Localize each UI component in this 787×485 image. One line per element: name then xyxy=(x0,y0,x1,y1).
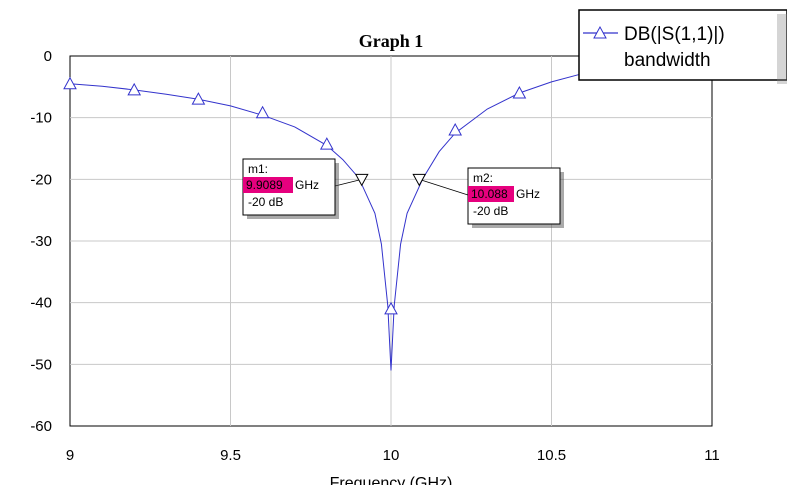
marker-freq-highlight xyxy=(243,177,293,193)
y-tick-label: -40 xyxy=(30,295,52,312)
y-tick-label: 0 xyxy=(44,48,52,65)
marker-value: -20 dB xyxy=(473,204,508,218)
marker-value: -20 dB xyxy=(248,195,283,209)
y-tick-label: -20 xyxy=(30,171,52,188)
y-tick-label: -60 xyxy=(30,418,52,435)
marker-unit: GHz xyxy=(295,178,319,192)
marker-name: m2: xyxy=(473,171,493,185)
legend-entry-bandwidth: bandwidth xyxy=(624,50,711,71)
marker-frequency: 10.088 xyxy=(471,187,508,201)
triangle-marker-icon xyxy=(384,301,398,315)
marker-freq-highlight xyxy=(468,186,514,202)
marker-layer: m1: 9.9089 GHz -20 dB m2: 10.088 GHz -20 dB xyxy=(242,158,564,228)
x-axis: 9 9.5 10 10.5 11 xyxy=(66,447,720,464)
x-tick-label: 9 xyxy=(66,447,74,464)
legend: DB(|S(1,1)|) bandwidth xyxy=(578,9,787,84)
down-triangle-marker-icon xyxy=(412,173,427,187)
legend-shadow xyxy=(777,14,787,84)
triangle-marker-icon xyxy=(127,82,142,96)
x-tick-label: 9.5 xyxy=(220,447,241,464)
triangle-marker-icon xyxy=(319,137,334,150)
marker-name: m1: xyxy=(248,162,268,176)
marker-unit: GHz xyxy=(516,187,540,201)
marker-frequency: 9.9089 xyxy=(246,178,283,192)
down-triangle-marker-icon xyxy=(354,173,369,187)
x-tick-label: 10.5 xyxy=(537,447,566,464)
y-tick-label: -30 xyxy=(30,233,52,250)
marker-leader-line xyxy=(334,178,362,187)
x-tick-label: 10 xyxy=(383,447,400,464)
legend-triangle-icon xyxy=(593,25,607,39)
triangle-marker-icon xyxy=(191,92,206,105)
marker-leader-line xyxy=(419,178,469,196)
triangle-marker-icon xyxy=(512,85,527,99)
x-tick-label: 11 xyxy=(704,447,720,464)
x-axis-label: Frequency (GHz) xyxy=(330,475,453,485)
series-layer xyxy=(63,72,584,371)
triangle-marker-icon xyxy=(255,105,270,119)
y-tick-label: -10 xyxy=(30,110,52,127)
y-axis: 0 -10 -20 -30 -40 -50 -60 xyxy=(30,48,52,435)
triangle-marker-icon xyxy=(448,122,463,136)
legend-entry-series: DB(|S(1,1)|) xyxy=(624,24,725,45)
y-tick-label: -50 xyxy=(30,356,52,373)
chart-title: Graph 1 xyxy=(359,31,424,51)
triangle-marker-icon xyxy=(63,76,77,90)
legend-box xyxy=(578,9,787,81)
